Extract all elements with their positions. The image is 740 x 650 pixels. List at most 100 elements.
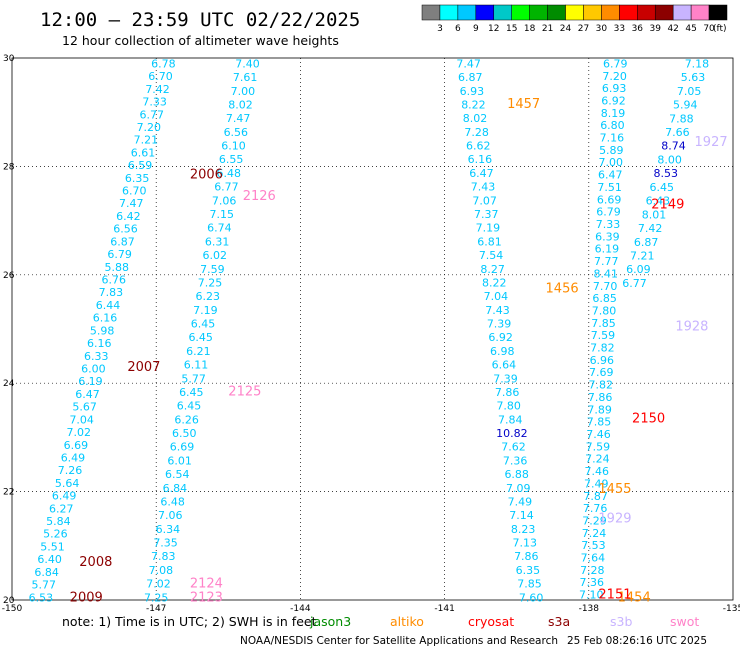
wave-height-point: 7.47 (119, 197, 144, 210)
satellite-legend-item: cryosat (468, 614, 514, 629)
wave-height-point: 7.40 (235, 57, 260, 70)
wave-height-point: 7.29 (582, 514, 607, 527)
wave-height-point: 6.45 (188, 331, 213, 344)
x-tick-label: -150 (2, 604, 23, 614)
wave-height-point: 7.54 (479, 249, 504, 262)
wave-height-point: 8.01 (642, 208, 667, 221)
colorbar-label: 45 (685, 24, 696, 34)
wave-height-point: 7.05 (677, 85, 702, 98)
wave-height-point: 5.77 (32, 579, 57, 592)
wave-height-point: 7.69 (589, 366, 614, 379)
wave-height-point: 6.77 (214, 181, 239, 194)
wave-height-point: 8.27 (480, 263, 505, 276)
colorbar-label: 15 (506, 24, 517, 34)
wave-height-point: 6.42 (116, 210, 141, 223)
wave-height-point: 8.23 (511, 523, 536, 536)
pass-label: 1454 (618, 590, 651, 605)
colorbar-swatch (421, 4, 441, 21)
wave-height-point: 6.00 (81, 362, 106, 375)
colorbar-label: 42 (667, 24, 678, 34)
wave-height-point: 7.87 (583, 490, 608, 503)
wave-height-point: 7.85 (587, 416, 612, 429)
pass-label: 1928 (675, 319, 708, 334)
wave-height-point: 7.06 (212, 194, 237, 207)
wave-height-point: 6.49 (61, 451, 86, 464)
pass-label: 2009 (70, 590, 103, 605)
wave-height-point: 7.18 (685, 57, 710, 70)
wave-height-point: 6.39 (595, 230, 620, 243)
colorbar-label: 27 (578, 24, 589, 34)
wave-height-point: 7.06 (158, 509, 183, 522)
wave-height-point: 6.50 (172, 427, 197, 440)
wave-height-point: 7.47 (456, 57, 481, 70)
wave-height-point: 7.13 (512, 537, 537, 550)
colorbar-swatch (708, 4, 728, 21)
footer-credit: NOAA/NESDIS Center for Satellite Applica… (240, 635, 558, 647)
wave-height-point: 5.67 (72, 401, 97, 414)
wave-height-point: 6.09 (626, 263, 651, 276)
wave-height-point: 6.74 (207, 222, 232, 235)
colorbar-swatch (690, 4, 710, 21)
wave-height-point: 6.98 (490, 345, 515, 358)
wave-height-point: 6.45 (191, 318, 216, 331)
wave-height-point: 6.87 (634, 236, 659, 249)
chart-subtitle: 12 hour collection of altimeter wave hei… (62, 33, 339, 48)
pass-label: 2149 (651, 197, 684, 212)
wave-height-point: 6.70 (148, 70, 173, 83)
wave-height-point: 6.16 (93, 312, 118, 325)
wave-height-point: 6.84 (34, 566, 59, 579)
colorbar-swatch (529, 4, 548, 21)
x-tick-label: -135 (723, 604, 740, 614)
wave-height-point: 7.16 (600, 132, 625, 145)
wave-height-point: 7.42 (638, 222, 663, 235)
wave-height-point: 6.48 (160, 495, 185, 508)
wave-height-point: 7.08 (149, 564, 174, 577)
wave-height-point: 7.46 (585, 465, 610, 478)
pass-label: 2006 (190, 168, 223, 183)
colorbar-swatch (457, 4, 477, 21)
wave-height-point: 6.54 (165, 468, 190, 481)
wave-height-point: 6.27 (49, 502, 74, 515)
y-tick-label: 28 (3, 162, 15, 172)
wave-height-point: 6.33 (84, 350, 109, 363)
colorbar-label: 6 (455, 24, 461, 34)
wave-height-point: 6.16 (87, 337, 112, 350)
wave-height-point: 6.45 (179, 386, 204, 399)
wave-height-point: 7.59 (200, 263, 225, 276)
wave-height-point: 6.80 (600, 119, 625, 132)
plot-frame (11, 57, 734, 601)
colorbar-swatch (637, 4, 656, 21)
wave-height-point: 7.00 (599, 156, 624, 169)
wave-height-point: 6.26 (174, 413, 199, 426)
wave-height-point: 6.47 (469, 167, 494, 180)
footer-note: note: 1) Time is in UTC; 2) SWH is in fe… (62, 614, 317, 629)
pass-label: 2151 (598, 588, 631, 603)
wave-height-point: 6.64 (492, 359, 517, 372)
wave-height-point: 6.49 (52, 490, 77, 503)
wave-height-point: 6.79 (596, 206, 621, 219)
colorbar-swatch (601, 4, 620, 21)
wave-height-point: 5.88 (104, 261, 129, 274)
wave-height-point: 6.47 (75, 388, 100, 401)
colorbar-label: 18 (524, 24, 536, 34)
colorbar-swatch (672, 4, 692, 21)
wave-height-point: 8.22 (461, 98, 486, 111)
wave-height-point: 8.00 (657, 153, 682, 166)
wave-height-point: 7.10 (579, 589, 604, 602)
wave-height-point: 7.00 (231, 85, 256, 98)
colorbar-swatch (547, 4, 566, 21)
wave-height-point: 6.79 (603, 57, 628, 70)
wave-height-point: 7.80 (496, 400, 521, 413)
pass-label: 2124 (190, 577, 223, 592)
colorbar-label: 36 (632, 24, 644, 34)
wave-height-point: 7.21 (134, 134, 159, 147)
wave-height-point: 7.64 (581, 552, 606, 565)
wave-height-point: 7.33 (142, 96, 167, 109)
wave-height-point: 7.21 (630, 249, 655, 262)
wave-height-point: 6.21 (186, 345, 211, 358)
wave-height-point: 5.26 (43, 528, 68, 541)
wave-height-point: 6.19 (78, 375, 103, 388)
wave-height-point: 7.36 (580, 576, 605, 589)
wave-height-point: 7.46 (586, 428, 611, 441)
